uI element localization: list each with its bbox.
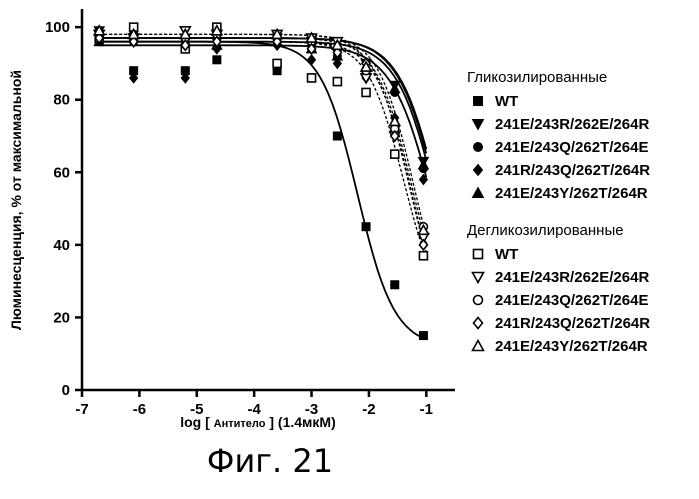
legend-entry: 241E/243Q/262T/264E: [495, 139, 648, 156]
legend-marker-circle: [474, 296, 483, 305]
fit-curve-glyco-0: [99, 42, 426, 340]
legend-entry: 241E/243Y/262T/264R: [495, 338, 648, 355]
x-tick-label: -2: [362, 401, 375, 418]
x-tick-label: -4: [247, 401, 261, 418]
dose-response-chart: 020406080100-7-6-5-4-3-2-1 Люминесценция…: [0, 0, 699, 440]
data-point-square: [419, 332, 427, 340]
fit-curve-glyco-3: [99, 45, 426, 177]
legend-marker-triangle-down: [473, 120, 484, 130]
fit-curve-deglyco-8: [99, 42, 426, 253]
data-point-triangle-up: [418, 160, 428, 169]
y-tick-label: 60: [53, 164, 70, 181]
legend-marker-triangle-up: [473, 188, 484, 198]
x-tick-label: -6: [133, 401, 146, 418]
legend: Гликозилированные WT 241E/243R/262E/264R 24…: [467, 69, 650, 355]
legend-marker-circle: [474, 143, 483, 152]
x-tick-label: -7: [75, 401, 88, 418]
data-point-square: [333, 78, 341, 86]
legend-marker-square: [474, 97, 483, 106]
data-point-square: [362, 223, 370, 231]
y-tick-label: 100: [45, 19, 70, 36]
y-axis-label: Люминесценция, % от максимальной: [8, 70, 24, 330]
legend-marker-diamond: [474, 318, 483, 329]
legend-entry: 241E/243Y/262T/264R: [495, 185, 648, 202]
legend-entry: 241E/243R/262E/264R: [495, 269, 649, 286]
data-point-square: [419, 252, 427, 260]
x-tick-label: -1: [420, 401, 433, 418]
data-point-square: [273, 59, 281, 67]
legend-group-title: Дегликозилированные: [467, 222, 624, 239]
data-point-triangle-up: [390, 84, 400, 93]
data-point-square: [391, 281, 399, 289]
data-point-square: [362, 88, 370, 96]
data-point-square: [308, 74, 316, 82]
legend-group-title: Гликозилированные: [467, 69, 607, 86]
legend-marker-diamond: [474, 165, 483, 176]
y-tick-label: 20: [53, 309, 70, 326]
legend-marker-triangle-down: [473, 273, 484, 283]
fit-curve-glyco-2: [99, 38, 426, 153]
legend-entry: WT: [495, 93, 518, 110]
data-point-square: [213, 56, 221, 64]
y-tick-label: 40: [53, 237, 70, 254]
figure-caption: Фиг. 21: [0, 442, 540, 480]
data-point-square: [333, 132, 341, 140]
fit-curves: [99, 34, 426, 339]
legend-marker-square: [474, 250, 483, 259]
legend-entry: WT: [495, 246, 518, 263]
legend-entry: 241R/243Q/262T/264R: [495, 162, 650, 179]
legend-entry: 241E/243R/262E/264R: [495, 116, 649, 133]
fit-curve-glyco-4: [99, 42, 426, 160]
y-tick-label: 80: [53, 92, 70, 109]
legend-entry: 241E/243Q/262T/264E: [495, 292, 648, 309]
data-point-square: [391, 150, 399, 158]
legend-entry: 241R/243Q/262T/264R: [495, 315, 650, 332]
fit-curve-deglyco-9: [99, 34, 426, 236]
y-tick-label: 0: [62, 382, 70, 399]
legend-marker-triangle-up: [473, 341, 484, 351]
